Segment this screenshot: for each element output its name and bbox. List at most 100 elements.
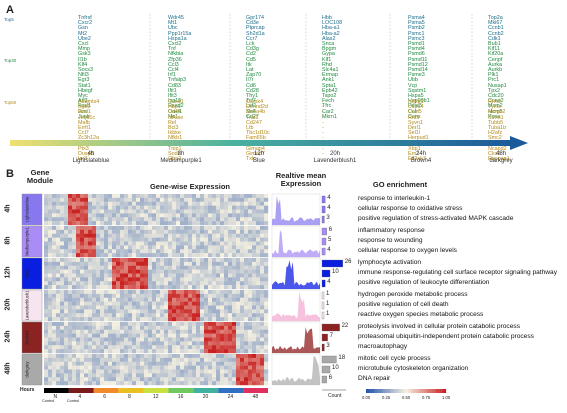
heatmap-cell [208, 258, 213, 263]
heatmap-cell [72, 293, 77, 298]
heatmap-cell [168, 329, 173, 334]
heatmap-cell [248, 329, 253, 334]
heatmap-cell [160, 285, 165, 290]
heatmap-cell [108, 194, 113, 199]
gene-label: - [322, 145, 324, 152]
heatmap-cell [116, 233, 121, 238]
heatmap-cell [264, 337, 269, 342]
heatmap-cell [124, 273, 129, 278]
heatmap-cell [208, 237, 213, 242]
gene-label: - [322, 130, 324, 137]
heatmap-cell [160, 329, 165, 334]
heatmap-cell [56, 349, 61, 354]
heatmap-cell [84, 297, 89, 302]
heatmap-cell [160, 297, 165, 302]
heatmap-cell [152, 233, 157, 238]
heatmap-cell [208, 226, 213, 231]
heatmap-cell [88, 325, 93, 330]
heatmap-cell [80, 205, 85, 210]
heatmap-cell [64, 354, 69, 359]
heatmap-cell [192, 369, 197, 374]
heatmap-cell [132, 301, 137, 306]
heatmap-cell [264, 285, 269, 290]
heatmap-cell [44, 297, 49, 302]
heatmap-cell [64, 258, 69, 263]
heatmap-cell [124, 373, 129, 378]
heatmap-cell [228, 322, 233, 327]
heatmap-cell [156, 357, 161, 362]
heatmap-cell [236, 345, 241, 350]
heatmap-cell [96, 369, 101, 374]
heatmap-cell [232, 194, 237, 199]
heatmap-cell [152, 209, 157, 214]
heatmap-cell [188, 333, 193, 338]
heatmap-cell [124, 361, 129, 366]
heatmap-cell [128, 245, 133, 250]
heatmap-cell [80, 249, 85, 254]
heatmap-cell [220, 269, 225, 274]
heatmap-cell [224, 217, 229, 222]
heatmap-cell [112, 221, 117, 226]
heatmap-cell [72, 241, 77, 246]
heatmap-cell [180, 354, 185, 359]
heatmap-cell [88, 201, 93, 206]
heatmap-cell [148, 226, 153, 231]
heatmap-cell [208, 194, 213, 199]
heatmap-cell [212, 281, 217, 286]
heatmap-cell [196, 322, 201, 327]
color-scale-cell [407, 389, 410, 393]
heatmap-cell [152, 357, 157, 362]
heatmap-cell [176, 297, 181, 302]
go-count-bar [321, 247, 326, 256]
heatmap-cell [164, 354, 169, 359]
heatmap-cell [256, 258, 261, 263]
heatmap-cell [152, 265, 157, 270]
heatmap-cell [236, 209, 241, 214]
heatmap-cell [252, 201, 257, 206]
heatmap-cell [112, 265, 117, 270]
heatmap-cell [160, 258, 165, 263]
heatmap-cell [176, 349, 181, 354]
heatmap-cell [48, 221, 53, 226]
gene-label: Rnd1 [78, 109, 91, 116]
heatmap-cell [208, 361, 213, 366]
heatmap-cell [252, 322, 257, 327]
heatmap-cell [260, 337, 265, 342]
heatmap-cell [124, 381, 129, 386]
heatmap-cell [68, 265, 73, 270]
heatmap-cell [92, 229, 97, 234]
heatmap-cell [52, 209, 57, 214]
gene-label: Ube2 [78, 35, 91, 42]
heatmap-cell [108, 261, 113, 266]
heatmap-cell [164, 226, 169, 231]
heatmap-cell [128, 197, 133, 202]
heatmap-cell [136, 205, 141, 210]
heatmap-cell [44, 293, 49, 298]
heatmap-cell [108, 281, 113, 286]
heatmap-cell [72, 290, 77, 295]
heatmap-cell [60, 226, 65, 231]
heatmap-cell [176, 265, 181, 270]
heatmap-cell [160, 265, 165, 270]
heatmap-cell [48, 337, 53, 342]
heatmap-cell [104, 237, 109, 242]
heatmap-cell [44, 325, 49, 330]
heatmap-cell [224, 301, 229, 306]
heatmap-cell [56, 209, 61, 214]
heatmap-cell [168, 293, 173, 298]
heatmap-cell [188, 309, 193, 314]
heatmap-cell [144, 333, 149, 338]
heatmap-cell [232, 301, 237, 306]
heatmap-cell [164, 233, 169, 238]
heatmap-cell [224, 309, 229, 314]
heatmap-cell [200, 377, 205, 382]
heatmap-cell [100, 301, 105, 306]
heatmap-cell [192, 317, 197, 322]
heatmap-cell [224, 213, 229, 218]
heatmap-cell [244, 265, 249, 270]
heatmap-cell [140, 361, 145, 366]
heatmap-cell [172, 237, 177, 242]
heatmap-cell [128, 365, 133, 370]
heatmap-cell [52, 354, 57, 359]
heatmap-cell [116, 305, 121, 310]
